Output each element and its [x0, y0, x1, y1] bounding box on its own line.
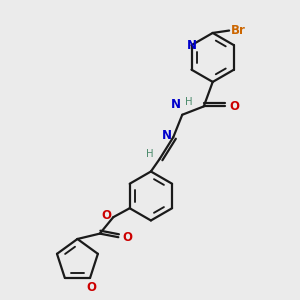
- Text: N: N: [187, 39, 196, 52]
- Text: O: O: [102, 209, 112, 222]
- Text: O: O: [230, 100, 239, 113]
- Text: N: N: [171, 98, 181, 111]
- Text: H: H: [185, 97, 193, 107]
- Text: O: O: [87, 281, 97, 294]
- Text: O: O: [122, 231, 132, 244]
- Text: N: N: [162, 129, 172, 142]
- Text: H: H: [146, 149, 153, 159]
- Text: Br: Br: [231, 24, 245, 37]
